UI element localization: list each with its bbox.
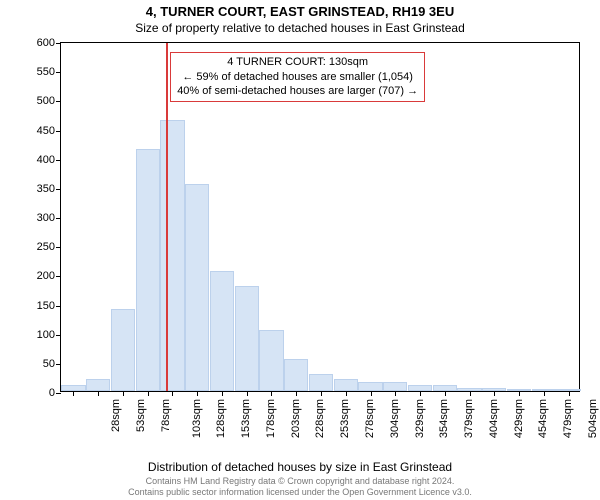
footer-line-2: Contains public sector information licen… [0,487,600,498]
bar [259,330,283,391]
title-block: 4, TURNER COURT, EAST GRINSTEAD, RH19 3E… [0,4,600,35]
y-tick-label: 300 [37,212,55,224]
y-tick-label: 0 [49,387,55,399]
y-tick-mark [56,364,61,365]
x-tick-mark [569,391,570,396]
x-tick-label: 253sqm [339,399,351,438]
x-tick-mark [470,391,471,396]
bar [86,379,110,391]
footer-attribution: Contains HM Land Registry data © Crown c… [0,476,600,498]
x-tick-mark [445,391,446,396]
x-tick-mark [271,391,272,396]
x-tick-mark [544,391,545,396]
bar [309,374,333,392]
x-tick-mark [420,391,421,396]
bar [334,379,358,391]
x-tick-label: 304sqm [389,399,401,438]
chart-title: 4, TURNER COURT, EAST GRINSTEAD, RH19 3E… [0,4,600,19]
y-tick-label: 400 [37,154,55,166]
x-tick-label: 53sqm [135,399,147,432]
x-tick-mark [247,391,248,396]
x-tick-label: 153sqm [240,399,252,438]
x-tick-label: 454sqm [537,399,549,438]
x-tick-mark [222,391,223,396]
y-tick-label: 500 [37,95,55,107]
y-tick-mark [56,335,61,336]
x-tick-mark [197,391,198,396]
annotation-box: 4 TURNER COURT: 130sqm← 59% of detached … [170,52,425,103]
x-tick-label: 504sqm [587,399,599,438]
bar [210,271,234,391]
x-tick-mark [346,391,347,396]
x-tick-label: 404sqm [488,399,500,438]
y-tick-mark [56,131,61,132]
x-tick-label: 278sqm [364,399,376,438]
y-tick-label: 200 [37,270,55,282]
x-tick-mark [123,391,124,396]
x-tick-label: 354sqm [438,399,450,438]
bar [284,359,308,391]
bar [358,382,382,391]
chart-container: 4, TURNER COURT, EAST GRINSTEAD, RH19 3E… [0,0,600,500]
x-tick-mark [148,391,149,396]
x-tick-label: 479sqm [562,399,574,438]
y-tick-label: 550 [37,66,55,78]
footer-line-1: Contains HM Land Registry data © Crown c… [0,476,600,487]
y-tick-mark [56,276,61,277]
y-tick-mark [56,218,61,219]
x-tick-label: 103sqm [191,399,203,438]
x-tick-label: 379sqm [463,399,475,438]
bar [383,382,407,391]
chart-subtitle: Size of property relative to detached ho… [0,21,600,35]
x-tick-label: 178sqm [265,399,277,438]
bar [185,184,209,391]
bar [111,309,135,391]
y-tick-label: 250 [37,241,55,253]
x-tick-mark [494,391,495,396]
bar [136,149,160,391]
plot-area: 05010015020025030035040045050055060028sq… [60,42,580,392]
x-tick-mark [296,391,297,396]
annotation-line: 40% of semi-detached houses are larger (… [177,84,418,99]
y-tick-mark [56,189,61,190]
x-tick-mark [321,391,322,396]
x-tick-mark [172,391,173,396]
y-tick-mark [56,72,61,73]
y-tick-label: 600 [37,37,55,49]
y-tick-label: 50 [43,358,55,370]
x-tick-label: 228sqm [315,399,327,438]
y-tick-mark [56,306,61,307]
x-tick-label: 203sqm [290,399,302,438]
y-tick-mark [56,160,61,161]
y-tick-label: 450 [37,125,55,137]
x-axis-label: Distribution of detached houses by size … [0,460,600,474]
y-tick-label: 100 [37,329,55,341]
x-tick-label: 429sqm [513,399,525,438]
y-tick-label: 150 [37,300,55,312]
x-tick-mark [98,391,99,396]
y-tick-mark [56,247,61,248]
bar [160,120,184,391]
y-tick-mark [56,43,61,44]
y-tick-mark [56,101,61,102]
annotation-line: 4 TURNER COURT: 130sqm [177,55,418,70]
y-tick-label: 350 [37,183,55,195]
x-tick-label: 329sqm [414,399,426,438]
annotation-line: ← 59% of detached houses are smaller (1,… [177,70,418,85]
x-tick-mark [519,391,520,396]
x-tick-label: 28sqm [110,399,122,432]
x-tick-mark [371,391,372,396]
x-tick-mark [395,391,396,396]
bar [235,286,259,391]
y-tick-mark [56,393,61,394]
x-tick-label: 78sqm [160,399,172,432]
x-tick-mark [73,391,74,396]
x-tick-label: 128sqm [216,399,228,438]
reference-line [166,43,168,391]
